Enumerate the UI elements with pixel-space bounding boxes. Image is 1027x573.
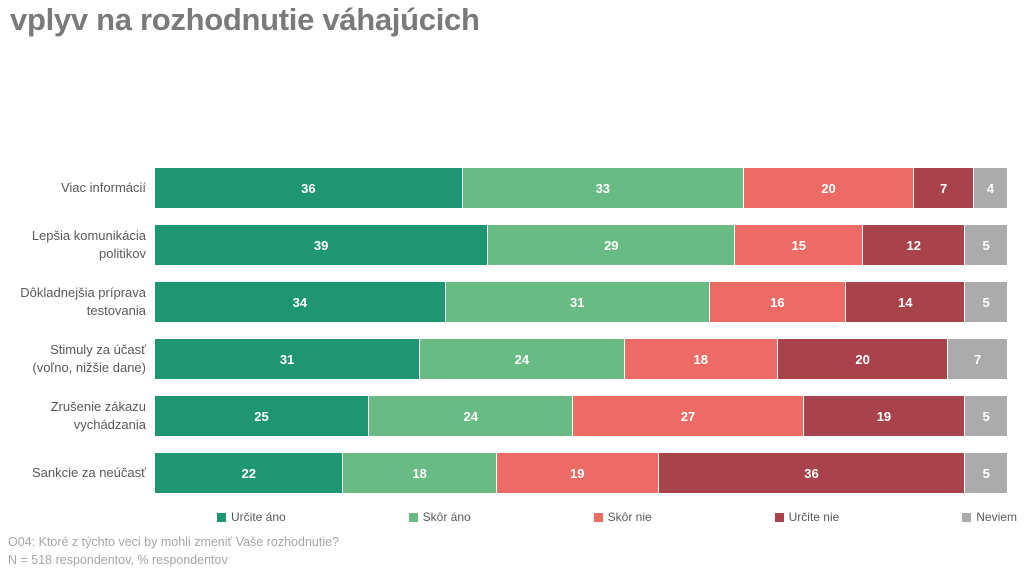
legend-swatch-icon — [408, 512, 418, 522]
category-label: Zrušenie zákazu vychádzania — [50, 399, 146, 432]
chart-legend: Určite áno Skôr áno Skôr nie Určite nie Nevi… — [155, 510, 1027, 524]
stacked-bar: 36 33 20 7 4 — [155, 168, 1007, 208]
bar-segment[interactable]: 4 — [972, 168, 1007, 208]
legend-label: Skôr áno — [422, 510, 471, 524]
legend-label: Neviem — [976, 510, 1017, 524]
bar-segment[interactable]: 20 — [742, 168, 914, 208]
category-label: Lepšia komunikácia politikov — [31, 228, 146, 261]
chart-footnote: O04: Ktoré z týchto veci by mohli zmeniť… — [8, 533, 339, 569]
stacked-bar: 22 18 19 36 5 — [155, 453, 1007, 493]
chart-row: Stimuly za účasť (voľno, nižšie dane) 31 2… — [0, 339, 1027, 379]
bar-segment[interactable]: 22 — [155, 453, 343, 493]
stacked-bar: 25 24 27 19 5 — [155, 396, 1007, 436]
chart-rows: Viac informácií 36 33 20 7 4 Lepšia komunikáci… — [0, 168, 1027, 493]
category-label: Viac informácií — [60, 180, 146, 196]
bar-segment[interactable]: 19 — [802, 396, 965, 436]
bar-segment[interactable]: 20 — [776, 339, 948, 379]
legend-swatch-icon — [774, 512, 784, 522]
bar-segment[interactable]: 16 — [708, 282, 846, 322]
footnote-question: O04: Ktoré z týchto veci by mohli zmeniť… — [8, 535, 340, 549]
bar-segment[interactable]: 24 — [419, 339, 624, 379]
chart-row: Sankcie za neúčasť 22 18 19 36 5 — [0, 453, 1027, 493]
chart-row: Viac informácií 36 33 20 7 4 — [0, 168, 1027, 208]
bar-segment[interactable]: 5 — [964, 282, 1007, 322]
bar-segment[interactable]: 39 — [155, 225, 488, 265]
bar-segment[interactable]: 25 — [155, 396, 368, 436]
stacked-bar: 39 29 15 12 5 — [155, 225, 1007, 265]
bar-segment[interactable]: 31 — [444, 282, 709, 322]
bar-segment[interactable]: 12 — [862, 225, 965, 265]
chart-row: Dôkladnejšia príprava testovania 34 31 16 14… — [0, 282, 1027, 322]
bar-segment[interactable]: 36 — [657, 453, 965, 493]
legend-item[interactable]: Neviem — [962, 510, 1017, 524]
bar-segment[interactable]: 7 — [913, 168, 973, 208]
bar-segment[interactable]: 7 — [947, 339, 1007, 379]
bar-segment[interactable]: 19 — [495, 453, 658, 493]
bar-segment[interactable]: 14 — [845, 282, 965, 322]
legend-item[interactable]: Určite nie — [774, 510, 840, 524]
bar-segment[interactable]: 29 — [487, 225, 735, 265]
legend-swatch-icon — [593, 512, 603, 522]
bar-segment[interactable]: 5 — [964, 225, 1007, 265]
legend-label: Skôr nie — [607, 510, 652, 524]
bar-segment[interactable]: 33 — [461, 168, 743, 208]
chart-row: Lepšia komunikácia politikov 39 29 15 12 5 — [0, 225, 1027, 265]
bar-segment[interactable]: 27 — [572, 396, 803, 436]
legend-item[interactable]: Určite áno — [217, 510, 286, 524]
footnote-sample: N = 518 respondentov, % respondentov — [8, 553, 228, 567]
legend-item[interactable]: Skôr áno — [408, 510, 471, 524]
stacked-bar: 31 24 18 20 7 — [155, 339, 1007, 379]
bar-segment[interactable]: 15 — [734, 225, 863, 265]
bar-segment[interactable]: 18 — [623, 339, 777, 379]
bar-segment[interactable]: 5 — [964, 453, 1007, 493]
category-label: Dôkladnejšia príprava testovania — [20, 285, 146, 318]
bar-segment[interactable]: 24 — [368, 396, 573, 436]
chart-row: Zrušenie zákazu vychádzania 25 24 27 19 5 — [0, 396, 1027, 436]
legend-label: Určite áno — [231, 510, 286, 524]
category-label: Stimuly za účasť (voľno, nižšie dane) — [32, 342, 146, 375]
bar-segment[interactable]: 5 — [964, 396, 1007, 436]
stacked-bar-chart: Viac informácií 36 33 20 7 4 Lepšia komunikáci… — [0, 168, 1027, 524]
bar-segment[interactable]: 31 — [155, 339, 420, 379]
legend-item[interactable]: Skôr nie — [593, 510, 652, 524]
legend-swatch-icon — [217, 512, 226, 522]
bar-segment[interactable]: 36 — [155, 168, 462, 208]
page-title: vplyv na rozhodnutie váhajúcich — [10, 2, 480, 37]
bar-segment[interactable]: 34 — [155, 282, 445, 322]
bar-segment[interactable]: 18 — [342, 453, 496, 493]
legend-label: Určite nie — [788, 510, 840, 524]
category-label: Sankcie za neúčasť — [32, 465, 146, 481]
legend-swatch-icon — [962, 512, 972, 522]
stacked-bar: 34 31 16 14 5 — [155, 282, 1007, 322]
